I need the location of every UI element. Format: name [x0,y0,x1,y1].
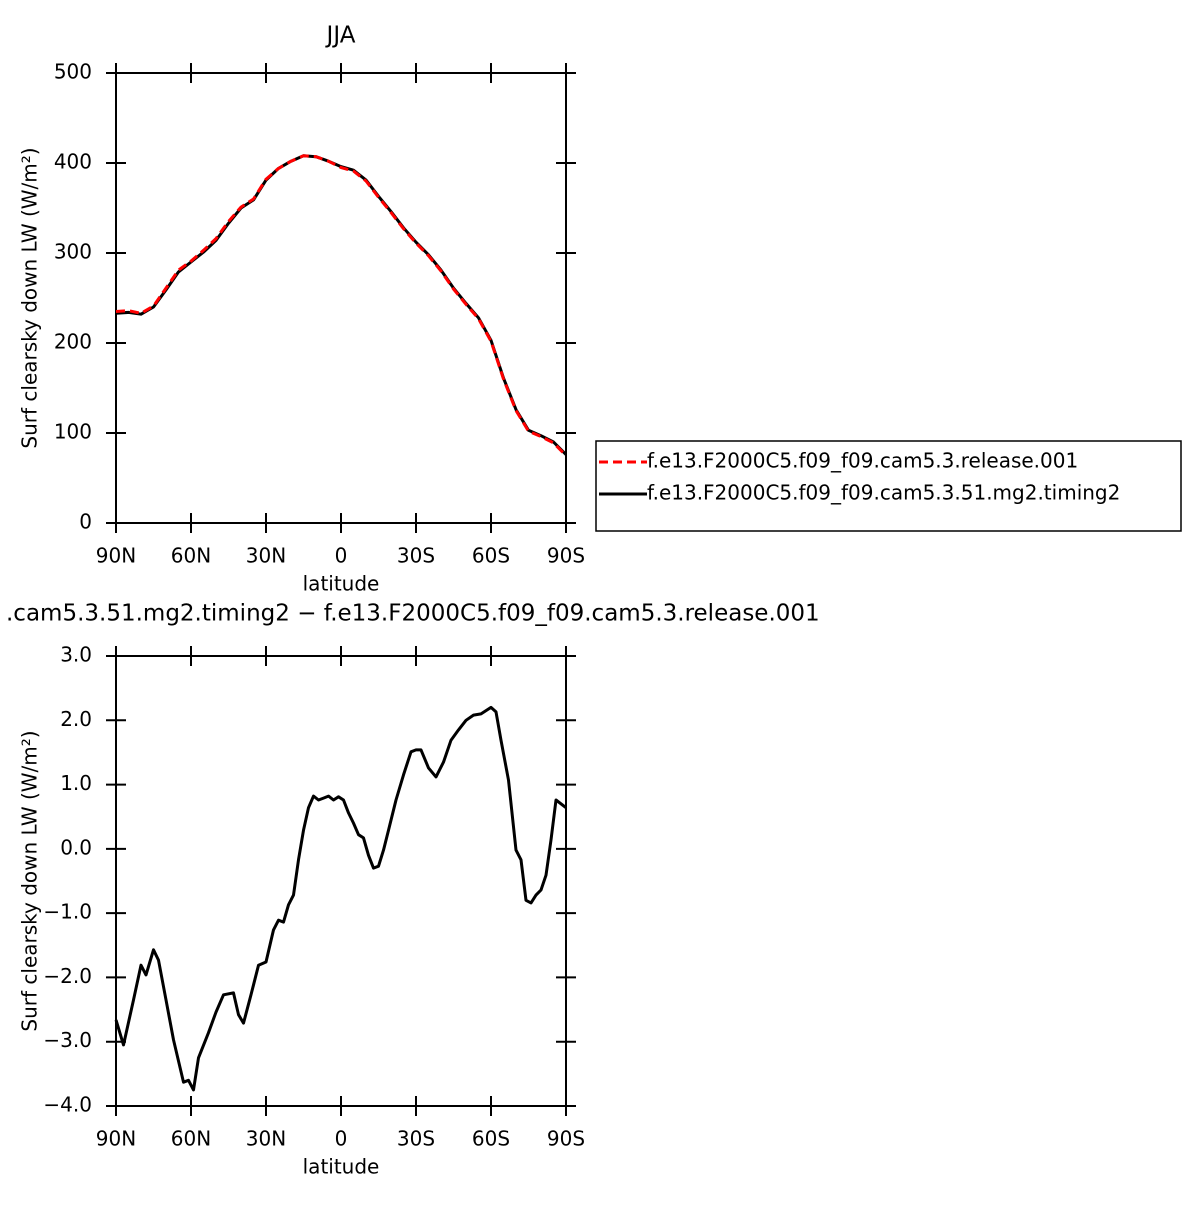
x-tick-label: 90N [96,544,136,568]
x-tick-label: 0 [335,1127,348,1151]
x-tick-label: 60S [472,1127,510,1151]
y-tick-label: 2.0 [60,707,92,731]
y-axis-label: Surf clearsky down LW (W/m²) [18,730,42,1031]
y-tick-label: −1.0 [43,900,92,924]
y-tick-label: 200 [54,330,92,354]
x-tick-label: 60S [472,544,510,568]
y-axis-label: Surf clearsky down LW (W/m²) [18,147,42,448]
x-tick-label: 90S [547,544,585,568]
x-tick-label: 0 [335,544,348,568]
x-tick-label: 90N [96,1127,136,1151]
data-line [114,705,567,1092]
y-tick-label: 1.0 [60,771,92,795]
x-tick-label: 30S [397,544,435,568]
chart-title: JJA [325,23,356,49]
x-tick-label: 30N [246,1127,286,1151]
y-tick-label: 400 [54,150,92,174]
y-tick-label: 0.0 [60,835,92,859]
x-tick-label: 30S [397,1127,435,1151]
legend-label: f.e13.F2000C5.f09_f09.cam5.3.51.mg2.timi… [647,481,1120,505]
x-tick-label: 60N [171,544,211,568]
x-axis-label: latitude [303,572,380,596]
y-tick-label: 0 [79,510,92,534]
y-tick-label: −4.0 [43,1093,92,1117]
x-tick-label: 90S [547,1127,585,1151]
legend-box [595,440,1182,532]
data-line [115,154,568,457]
y-tick-label: −3.0 [43,1028,92,1052]
y-tick-label: 500 [54,60,92,84]
plot-frame [115,72,567,524]
chart-title: .cam5.3.51.mg2.timing2 − f.e13.F2000C5.f… [6,601,820,627]
y-tick-label: −2.0 [43,964,92,988]
y-tick-label: 300 [54,240,92,264]
y-tick-label: 100 [54,420,92,444]
x-tick-label: 60N [171,1127,211,1151]
legend-label: f.e13.F2000C5.f09_f09.cam5.3.release.001 [647,449,1078,473]
x-axis-label: latitude [303,1155,380,1179]
y-tick-label: 3.0 [60,643,92,667]
data-line [115,154,568,456]
x-tick-label: 30N [246,544,286,568]
